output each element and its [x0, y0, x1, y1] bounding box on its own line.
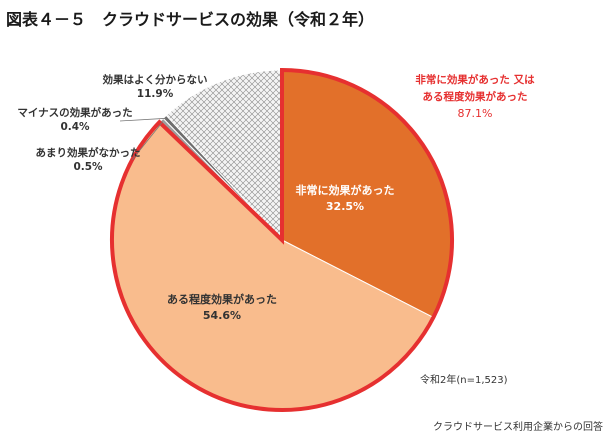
slice-label-very-effective: 非常に効果があった — [296, 183, 395, 197]
slice-label-unknown: 効果はよく分からない — [103, 73, 208, 86]
slice-pct-very-effective: 32.5% — [326, 200, 364, 213]
source-note: クラウドサービス利用企業からの回答 — [433, 422, 603, 433]
slice-pct-somewhat-effective: 54.6% — [203, 309, 241, 322]
slice-unknown — [165, 69, 283, 242]
slice-pct-unknown: 11.9% — [137, 88, 174, 100]
slice-label-no-effect: あまり効果がなかった — [36, 146, 141, 159]
slice-pct-negative: 0.4% — [60, 121, 90, 133]
highlight-label-line2: ある程度効果があった — [423, 90, 528, 103]
slice-label-somewhat-effective: ある程度効果があった — [167, 292, 277, 306]
leader-line-no-effect — [131, 121, 164, 161]
slice-label-negative: マイナスの効果があった — [17, 106, 132, 119]
highlight-border — [110, 67, 454, 412]
leader-line-negative — [119, 117, 167, 122]
chart-title: 図表４－５ クラウドサービスの効果（令和２年） — [6, 10, 375, 29]
highlight-label-line1: 非常に効果があった 又は — [415, 73, 535, 86]
series-note: 令和2年(n=1,523) — [420, 375, 508, 386]
slice-pct-no-effect: 0.5% — [73, 161, 103, 173]
highlight-pct: 87.1% — [458, 107, 493, 120]
leader-lines — [119, 117, 167, 161]
pie-slices — [111, 69, 453, 411]
